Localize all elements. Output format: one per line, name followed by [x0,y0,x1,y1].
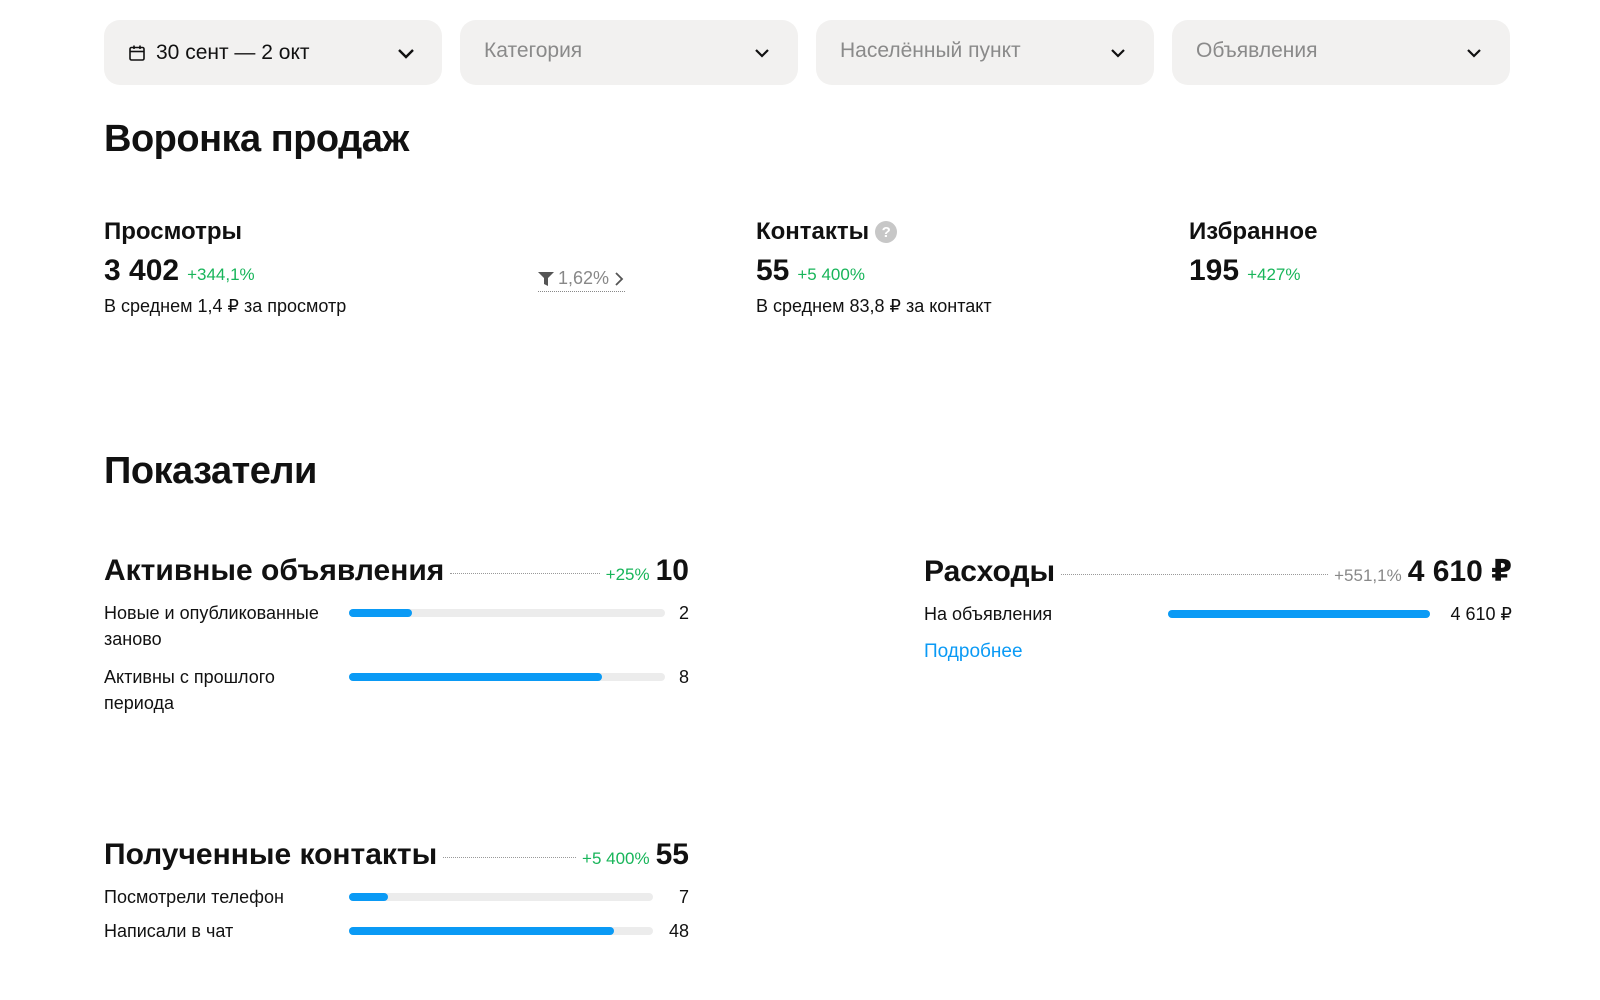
progress-bar [1168,610,1430,618]
filters-bar: 30 сент — 2 окт Категория Населённый пун… [104,20,1510,85]
funnel-title: Воронка продаж [104,118,409,160]
expenses-title: Расходы [924,555,1056,588]
filter-icon [538,271,554,286]
chevron-down-icon [1467,48,1481,58]
row-label: Посмотрели телефон [104,887,284,907]
active-ads-row: Активны с прошлого периода 8 [104,664,689,716]
date-range-value: 30 сент — 2 окт [156,40,310,64]
progress-fill [349,893,388,901]
contacts-delta: +5 400% [797,265,865,284]
expenses-row: На объявления 4 610 ₽ [924,601,1512,627]
views-conversion-link[interactable]: 1,62% [538,268,626,292]
conversion-value: 1,62% [558,268,610,288]
progress-fill [349,609,413,617]
active-ads-block: Активные объявления +25% 10 Новые и опуб… [104,554,689,716]
views-note: В среднем 1,4 ₽ за просмотр [104,296,347,316]
ads-placeholder: Объявления [1196,38,1318,62]
row-label: Написали в чат [104,921,234,941]
category-placeholder: Категория [484,38,583,62]
contacts-note: В среднем 83,8 ₽ за контакт [756,296,992,316]
progress-fill [349,927,615,935]
contacts-received-value: 55 [655,838,689,871]
row-label: Новые и опубликованные заново [104,603,319,649]
expenses-block: Расходы +551,1% 4 610 ₽ На объявления 4 … [924,554,1512,663]
chevron-right-icon [615,271,624,286]
details-link[interactable]: Подробнее [924,641,1023,662]
category-filter[interactable]: Категория [460,20,798,85]
views-value: 3 402 [104,254,180,287]
progress-bar [349,673,665,681]
calendar-icon [129,45,145,61]
row-value: 8 [678,667,689,687]
views-delta: +344,1% [187,265,255,284]
contacts-received-delta: +5 400% [582,849,650,868]
expenses-delta: +551,1% [1334,566,1402,585]
contacts-received-block: Полученные контакты +5 400% 55 Посмотрел… [104,838,689,944]
expenses-value: 4 610 ₽ [1407,555,1512,588]
row-label: Активны с прошлого периода [104,667,275,713]
chevron-down-icon [398,48,414,59]
chevron-down-icon [1111,48,1125,58]
contacts-received-title: Полученные контакты [104,838,438,871]
active-ads-title: Активные объявления [104,554,445,587]
row-value: 4 610 ₽ [1450,604,1513,624]
active-ads-row: Новые и опубликованные заново 2 [104,600,689,652]
chevron-down-icon [755,48,769,58]
contacts-received-row: Написали в чат 48 [104,918,689,944]
active-ads-value: 10 [655,554,689,587]
progress-bar [349,609,665,617]
favorites-value: 195 [1189,254,1240,287]
contacts-label: Контакты [756,218,870,245]
location-filter[interactable]: Населённый пункт [816,20,1154,85]
row-value: 2 [678,603,689,623]
row-label: На объявления [924,604,1053,624]
contacts-value: 55 [756,254,790,287]
views-label: Просмотры [104,218,243,245]
favorites-stat: Избранное 195 +427% [1189,218,1317,288]
location-placeholder: Населённый пункт [840,38,1021,62]
progress-fill [1168,610,1430,618]
progress-fill [349,673,602,681]
metrics-title: Показатели [104,450,317,492]
date-range-filter[interactable]: 30 сент — 2 окт [104,20,442,85]
progress-bar [349,927,653,935]
contacts-stat: Контакты ? 55 +5 400% В среднем 83,8 ₽ з… [756,218,992,317]
ads-filter[interactable]: Объявления [1172,20,1510,85]
contacts-received-row: Посмотрели телефон 7 [104,884,689,910]
favorites-label: Избранное [1189,218,1318,245]
progress-bar [349,893,653,901]
active-ads-delta: +25% [605,565,650,584]
views-stat: Просмотры 3 402 +344,1% В среднем 1,4 ₽ … [104,218,346,317]
row-value: 48 [668,921,689,941]
row-value: 7 [678,887,689,907]
help-icon[interactable]: ? [875,221,898,243]
favorites-delta: +427% [1247,265,1301,284]
